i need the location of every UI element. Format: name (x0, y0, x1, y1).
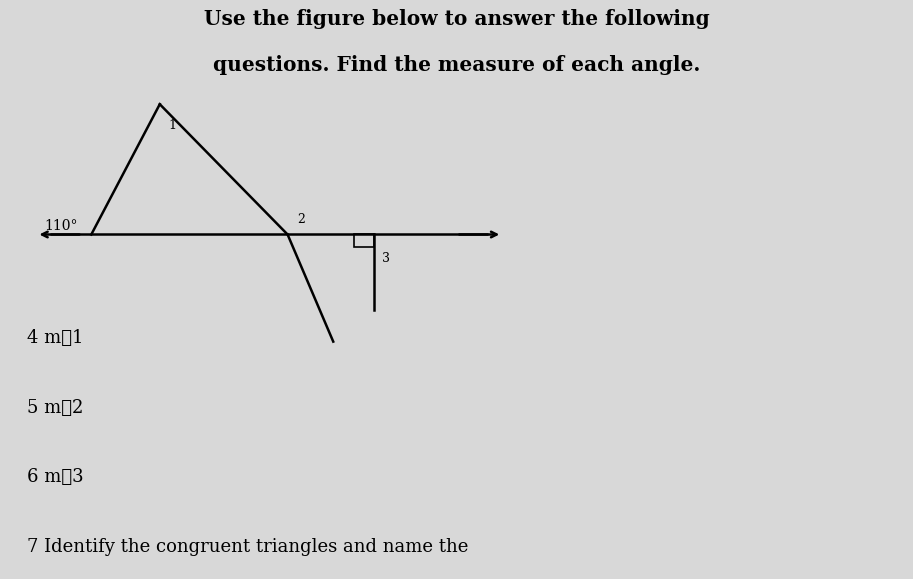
Text: 1: 1 (169, 119, 177, 131)
Text: 5 m∢2: 5 m∢2 (27, 399, 84, 417)
Text: questions. Find the measure of each angle.: questions. Find the measure of each angl… (213, 55, 700, 75)
Text: 6 m∢3: 6 m∢3 (27, 468, 84, 486)
Text: Use the figure below to answer the following: Use the figure below to answer the follo… (204, 9, 709, 29)
Text: 110°: 110° (44, 219, 78, 233)
Text: 4 m∢1: 4 m∢1 (27, 329, 84, 347)
Text: 2: 2 (297, 213, 305, 226)
Text: 7 Identify the congruent triangles and name the: 7 Identify the congruent triangles and n… (27, 538, 468, 556)
Text: 3: 3 (382, 252, 390, 265)
Bar (354, 234, 374, 247)
